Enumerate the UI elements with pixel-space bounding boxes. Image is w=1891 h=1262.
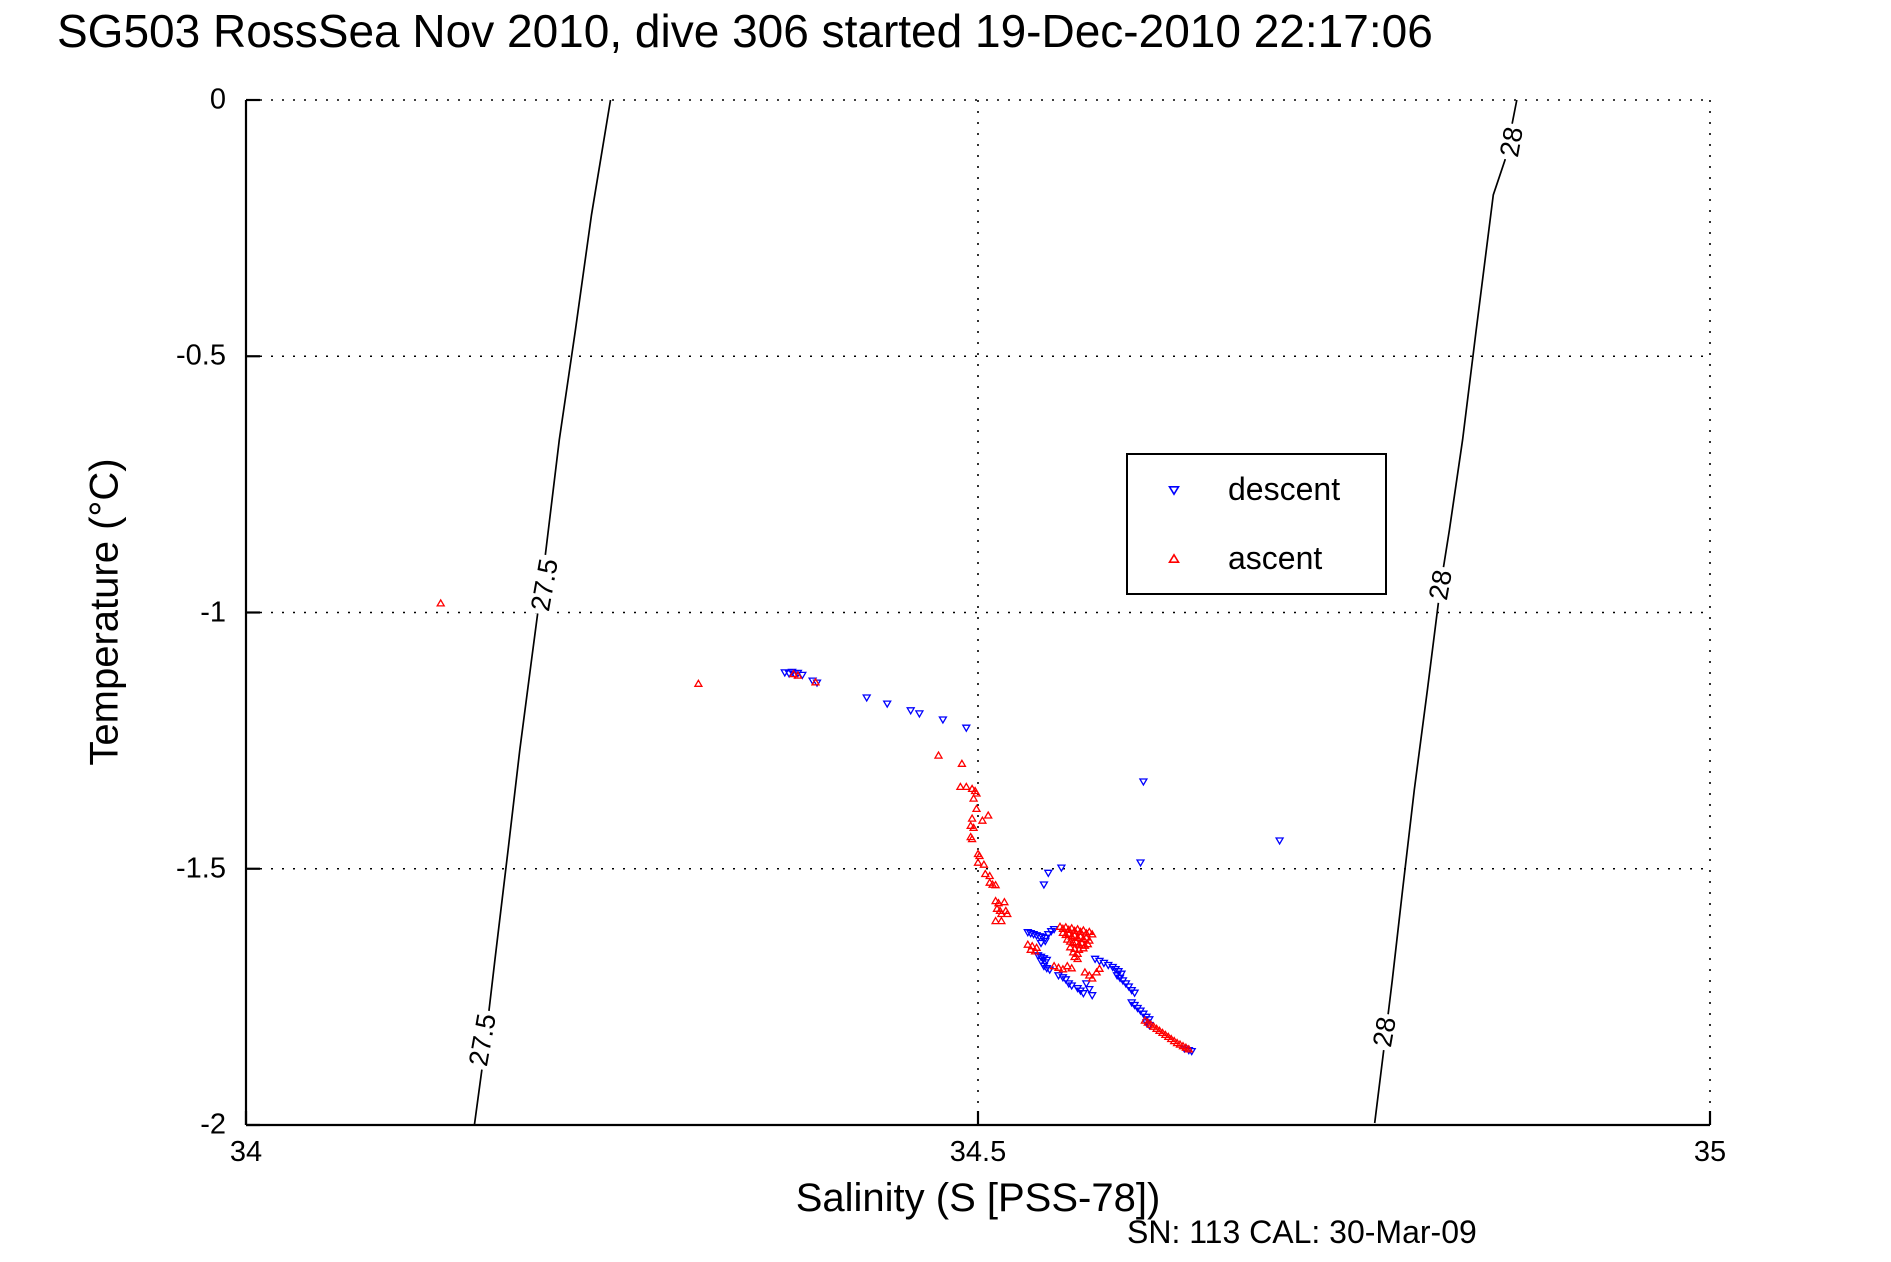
descent-marker-icon xyxy=(1168,485,1180,496)
y-tick-label: -1 xyxy=(200,596,226,628)
series-ascent xyxy=(436,598,1194,1053)
legend-label-descent: descent xyxy=(1228,471,1341,507)
triangle-down-icon xyxy=(1168,485,1180,496)
legend-label-ascent: ascent xyxy=(1228,540,1323,576)
contour-line-27.5 xyxy=(473,99,612,1126)
y-tick-label: -1.5 xyxy=(176,852,226,885)
series-descent xyxy=(780,668,1285,1056)
contour-label-28: 28 xyxy=(1421,564,1460,606)
x-tick-label: 35 xyxy=(1693,1136,1727,1168)
chart-title: SG503 RossSea Nov 2010, dive 306 started… xyxy=(57,5,1433,57)
legend-box: descent ascent xyxy=(1126,453,1387,595)
legend-item-ascent: ascent xyxy=(1128,524,1385,593)
x-axis-label: Salinity (S [PSS-78]) xyxy=(795,1176,1161,1220)
y-tick-label: -2 xyxy=(200,1108,226,1141)
contour-line-28 xyxy=(1373,99,1518,1124)
triangle-up-icon xyxy=(1168,552,1180,563)
calibration-annotation: SN: 113 CAL: 30-Mar-09 xyxy=(1127,1214,1477,1250)
x-tick-label: 34 xyxy=(229,1136,263,1168)
x-tick-label: 34.5 xyxy=(949,1136,1007,1168)
y-tick-label: -0.5 xyxy=(176,339,226,372)
y-tick-label: 0 xyxy=(209,83,226,116)
contour-label-28: 28 xyxy=(1492,121,1532,163)
ascent-marker-icon xyxy=(1168,552,1180,563)
contour-label-28: 28 xyxy=(1365,1011,1405,1053)
legend-item-descent: descent xyxy=(1128,455,1385,524)
